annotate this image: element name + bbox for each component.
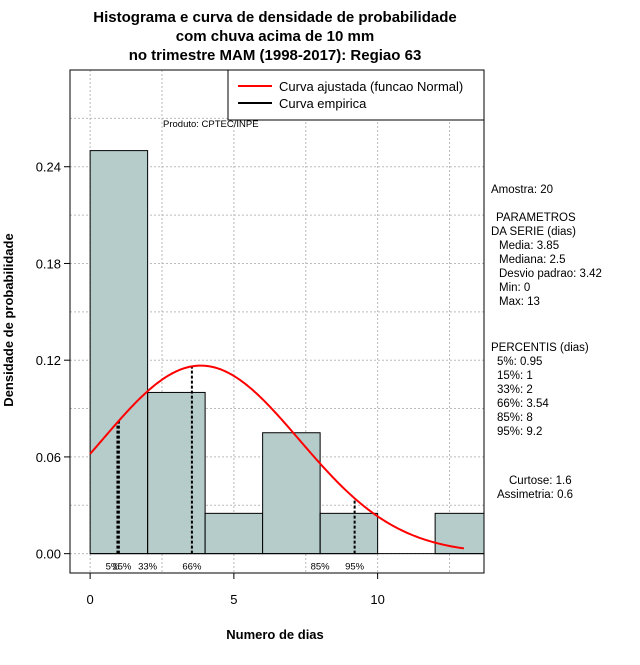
curves	[89, 364, 465, 550]
y-tick-label-2: 0.12	[36, 353, 61, 368]
legend-box	[227, 69, 485, 121]
stat-amostra: Amostra: 20	[491, 184, 553, 196]
histogram-bar-3	[262, 432, 321, 555]
y-tick-label-4: 0.24	[36, 160, 61, 175]
y-tick-label-1: 0.06	[36, 450, 61, 465]
percentile-label-66: 66%	[182, 562, 202, 573]
chart-title-line-2: com chuva acima de 10 mm	[176, 28, 374, 45]
stat-assimetria: Assimetria: 0.6	[497, 489, 573, 501]
param-max: Max: 13	[499, 296, 540, 308]
percentile-label-85: 85%	[311, 562, 331, 573]
chart-title-line-1: Histograma e curva de densidade de proba…	[93, 9, 456, 26]
percentil-85: 85%: 8	[497, 412, 533, 424]
percentil-15: 15%: 1	[497, 370, 533, 382]
x-axis-title: Numero de dias	[226, 627, 324, 642]
y-tick-label-3: 0.18	[36, 256, 61, 271]
param-media: Media: 3.85	[499, 240, 559, 252]
histogram-bar-4	[319, 512, 379, 555]
param-min: Min: 0	[499, 282, 530, 294]
percentile-label-33: 33%	[138, 562, 158, 573]
percentile-label-5: 5%	[106, 562, 120, 573]
histogram-bar-2	[204, 512, 264, 555]
param-title-2: DA SERIE (dias)	[491, 226, 576, 238]
y-axis-title: Densidade de probabilidade	[1, 233, 16, 406]
legend: Curva ajustada (funcao Normal) Curva emp…	[227, 69, 485, 121]
param-mediana: Mediana: 2.5	[499, 254, 566, 266]
bars	[89, 150, 485, 555]
x-tick-label-2: 10	[370, 592, 384, 607]
percentile-label-95: 95%	[345, 562, 365, 573]
stat-curtose: Curtose: 1.6	[509, 475, 572, 487]
legend-fitted-label: Curva ajustada (funcao Normal)	[279, 79, 463, 94]
percentile-label-15: 15%	[112, 562, 132, 573]
percentil-5: 5%: 0.95	[497, 356, 542, 368]
y-tick-label-0: 0.00	[36, 547, 61, 562]
percentile-lines: 5%15% 33% 66% 85% 95%	[106, 366, 365, 573]
param-desvio: Desvio padrao: 3.42	[499, 268, 602, 280]
legend-empirical-label: Curva empirica	[279, 96, 367, 111]
x-tick-label-0: 0	[87, 592, 94, 607]
histogram-bar-1	[147, 391, 206, 555]
percentil-66: 66%: 3.54	[497, 398, 549, 410]
x-tick-label-1: 5	[230, 592, 237, 607]
param-title-1: PARAMETROS	[496, 212, 576, 224]
fitted-normal-curve	[89, 364, 465, 550]
percentil-95: 95%: 9.2	[497, 426, 542, 438]
chart-title-line-3: no trimestre MAM (1998-2017): Regiao 63	[129, 47, 422, 64]
credit-text: Produto: CPTEC/INPE	[163, 119, 259, 130]
percentil-33: 33%: 2	[497, 384, 533, 396]
stats-panel: Amostra: 20 PARAMETROS DA SERIE (dias) M…	[491, 184, 602, 501]
percentis-title: PERCENTIS (dias)	[491, 342, 589, 354]
